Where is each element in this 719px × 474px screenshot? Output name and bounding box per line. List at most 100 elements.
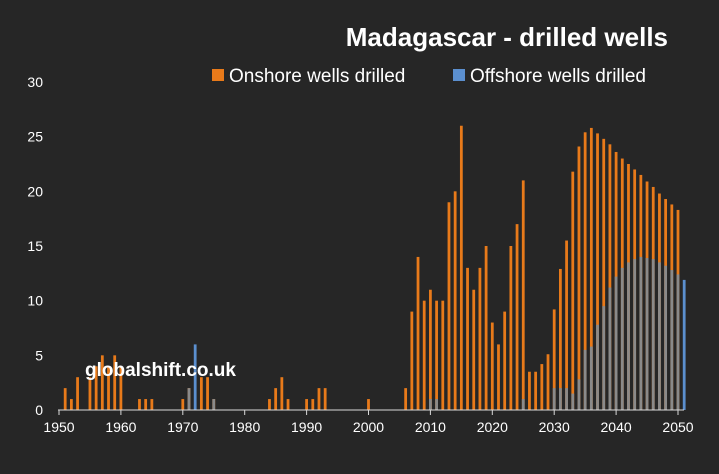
- overlap-bar: [552, 388, 556, 410]
- overlap-bar: [620, 267, 624, 410]
- y-tick-label: 20: [27, 183, 43, 199]
- onshore-bar: [138, 399, 141, 410]
- x-axis-ticks: 1950 1960 1970 1980 1990 2000 2010 2020 2030 2040…: [43, 410, 694, 435]
- onshore-bar: [88, 377, 92, 410]
- onshore-bar: [509, 246, 513, 410]
- x-tick-label: 2020: [477, 419, 508, 435]
- onshore-bar: [435, 300, 438, 410]
- onshore-bar: [565, 240, 568, 410]
- onshore-bar: [497, 344, 500, 410]
- x-tick-label: 2050: [662, 419, 693, 435]
- x-tick-label: 1950: [43, 419, 74, 435]
- onshore-bar: [181, 399, 185, 410]
- x-tick-label: 1990: [291, 419, 322, 435]
- onshore-bar: [571, 171, 575, 410]
- onshore-bar: [558, 268, 562, 410]
- onshore-bar: [94, 366, 98, 410]
- legend: Onshore wells drilled Offshore wells dri…: [212, 66, 646, 87]
- onshore-bar: [107, 366, 110, 410]
- overlap-bar: [645, 258, 649, 410]
- onshore-bar: [521, 180, 525, 410]
- overlap-bar: [627, 262, 630, 410]
- y-tick-label: 0: [35, 402, 43, 418]
- legend-label-onshore: Onshore wells drilled: [229, 66, 405, 87]
- y-tick-label: 5: [35, 347, 43, 363]
- y-tick-label: 25: [27, 129, 43, 145]
- onshore-bar: [286, 399, 290, 410]
- legend-swatch-onshore: [212, 69, 224, 81]
- offshore-bars: [193, 279, 686, 410]
- onshore-bar: [280, 377, 284, 410]
- onshore-bar: [540, 364, 544, 410]
- overlap-bar: [676, 274, 680, 410]
- onshore-bar: [577, 146, 581, 411]
- onshore-bar: [113, 355, 117, 410]
- overlap-bar: [670, 270, 674, 410]
- onshore-bar: [596, 133, 599, 411]
- overlap-bar: [521, 399, 525, 410]
- onshore-bar: [534, 371, 538, 410]
- onshore-bar: [404, 388, 408, 410]
- onshore-bar: [459, 125, 463, 410]
- overlap-bar: [589, 346, 593, 410]
- overlap-bar: [596, 324, 599, 410]
- onshore-bar: [515, 224, 519, 410]
- onshore-bar: [484, 246, 488, 410]
- onshore-bar: [268, 399, 271, 410]
- y-axis-ticks: 0 5 10 15 20 25 30: [27, 74, 43, 418]
- onshore-bar: [472, 289, 476, 410]
- onshore-bar: [416, 256, 420, 410]
- onshore-bar: [63, 388, 67, 410]
- onshore-bar: [528, 371, 531, 410]
- overlap-bar: [664, 265, 668, 410]
- onshore-bar: [305, 399, 308, 410]
- onshore-bar: [583, 132, 587, 410]
- x-tick-label: 1980: [229, 419, 260, 435]
- onshore-bar: [546, 354, 550, 410]
- overlap-bar: [435, 399, 438, 410]
- onshore-bars: [63, 125, 680, 411]
- onshore-bar: [608, 144, 612, 410]
- onshore-bar: [206, 377, 209, 410]
- overlap-bar: [187, 388, 191, 410]
- onshore-bar: [410, 311, 414, 410]
- onshore-bar: [323, 388, 327, 410]
- overlap-bar: [212, 399, 216, 410]
- offshore-bar: [193, 344, 197, 410]
- x-tick-label: 2010: [415, 419, 446, 435]
- onshore-bar: [199, 377, 203, 410]
- onshore-bar: [144, 399, 148, 410]
- onshore-bar: [274, 388, 278, 410]
- onshore-bar: [422, 300, 426, 410]
- overlap-bars: [187, 256, 680, 410]
- x-tick-label: 2000: [353, 419, 384, 435]
- overlap-bar: [639, 256, 643, 410]
- onshore-bar: [503, 311, 507, 410]
- overlap-bar: [651, 259, 655, 410]
- x-tick-label: 1970: [167, 419, 198, 435]
- overlap-bar: [658, 262, 661, 410]
- overlap-bar: [565, 388, 568, 410]
- chart-title: Madagascar - drilled wells: [346, 22, 668, 52]
- x-tick-label: 1960: [105, 419, 136, 435]
- onshore-bar: [447, 202, 451, 410]
- x-tick-label: 2040: [601, 419, 632, 435]
- overlap-bar: [608, 287, 612, 410]
- overlap-bar: [614, 276, 618, 410]
- legend-swatch-offshore: [453, 69, 465, 81]
- onshore-bar: [429, 289, 432, 410]
- legend-label-offshore: Offshore wells drilled: [470, 66, 646, 87]
- onshore-bar: [441, 300, 445, 410]
- onshore-bar: [311, 399, 315, 410]
- onshore-bar: [119, 366, 123, 410]
- overlap-bar: [577, 379, 581, 410]
- onshore-bar: [100, 355, 104, 410]
- overlap-bar: [558, 388, 562, 410]
- onshore-bar: [602, 138, 606, 410]
- onshore-bar: [453, 191, 457, 410]
- overlap-bar: [583, 349, 587, 410]
- overlap-bar: [571, 393, 575, 410]
- y-tick-label: 15: [27, 238, 43, 254]
- overlap-bar: [429, 399, 432, 410]
- offshore-bar: [682, 279, 686, 410]
